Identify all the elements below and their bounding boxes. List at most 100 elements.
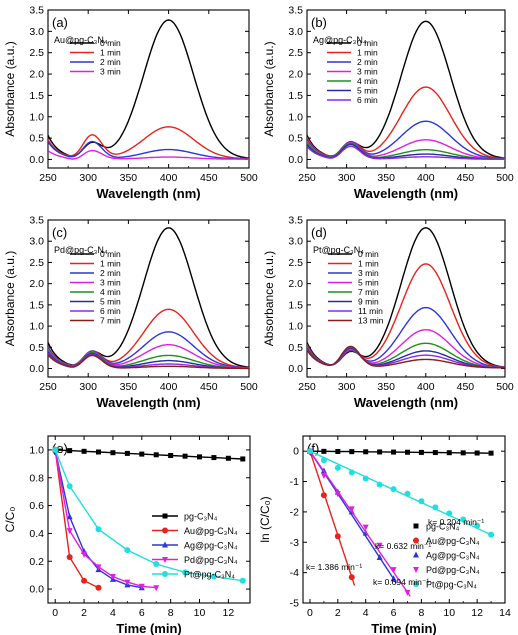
- legend-entry: 1 min: [100, 48, 121, 58]
- data-point: [413, 523, 419, 529]
- legend-entry: 2 min: [357, 57, 378, 67]
- x-axis-label: Time (min): [116, 621, 182, 635]
- data-point: [446, 510, 453, 517]
- x-tick-label: 350: [377, 381, 395, 393]
- x-tick-label: 500: [496, 172, 514, 184]
- data-point: [320, 457, 327, 464]
- data-point: [321, 448, 327, 454]
- legend-entry: 0 min: [358, 249, 379, 259]
- data-point: [432, 504, 439, 511]
- data-point: [96, 449, 101, 455]
- y-tick-label: 0.2: [29, 556, 44, 568]
- data-point: [432, 450, 438, 456]
- legend-entry: 4 min: [357, 76, 378, 86]
- y-tick-label: 2.0: [288, 278, 303, 290]
- data-point: [306, 448, 313, 455]
- y-tick-label: 1.5: [29, 299, 44, 311]
- plot-frame: [302, 435, 506, 604]
- y-tick-label: 2.5: [29, 257, 44, 269]
- legend-entry: Ag@pg-C₃N₄: [426, 551, 480, 561]
- sample-label: Pt@pg-C₃N₄: [313, 245, 364, 255]
- x-tick-label: 300: [79, 381, 97, 393]
- series-line: [48, 149, 249, 160]
- sample-label: Pd@pg-C₃N₄: [54, 245, 108, 255]
- data-point: [153, 561, 160, 568]
- data-point: [390, 486, 397, 493]
- x-axis-label: Wavelength (nm): [354, 186, 458, 201]
- y-tick-label: 1.5: [288, 299, 303, 311]
- x-tick-label: 400: [160, 172, 178, 184]
- legend-entry: 1 min: [357, 48, 378, 58]
- y-tick-label: 0.0: [288, 154, 303, 166]
- plot-frame: [47, 9, 250, 169]
- data-point: [182, 453, 188, 459]
- x-tick-label: 4: [110, 607, 116, 619]
- x-tick-label: 2: [335, 607, 341, 619]
- data-point: [110, 450, 116, 456]
- data-point: [348, 469, 355, 476]
- y-tick-label: 1.0: [29, 444, 44, 456]
- legend-entry: 0 min: [100, 249, 121, 259]
- plot-area: [307, 20, 505, 160]
- data-point: [182, 569, 189, 576]
- legend-entry: 2 min: [100, 268, 121, 278]
- x-tick-label: 6: [391, 607, 397, 619]
- data-point: [348, 574, 355, 581]
- panel-label: (b): [311, 15, 327, 30]
- data-point: [391, 449, 397, 455]
- rate-constant-annotation: k= 0.204 min⁻¹: [428, 517, 484, 527]
- series-line: [54, 449, 99, 589]
- y-tick-label: 3.5: [29, 5, 44, 17]
- panel-label: (d): [311, 225, 327, 240]
- y-tick-label: 2.0: [29, 278, 44, 290]
- data-point: [362, 475, 369, 482]
- data-point: [109, 574, 116, 581]
- data-point: [363, 449, 369, 455]
- data-point: [66, 513, 73, 520]
- y-tick-label: 3.5: [29, 215, 44, 227]
- x-tick-label: 12: [223, 607, 235, 619]
- y-tick-label: 3.0: [288, 26, 303, 38]
- data-point: [239, 577, 246, 584]
- y-tick-label: 1.0: [29, 321, 44, 333]
- series-line: [307, 263, 505, 368]
- data-point: [81, 577, 88, 584]
- legend-entry: 13 min: [358, 316, 384, 326]
- legend-entry: Pt@pg-C₃N₄: [184, 570, 235, 580]
- chart-panel: 250 300 350 400 450 500 0.0 0.5 1.0 1.5 2.0 2.5 3.0 3…: [262, 215, 514, 411]
- series-line: [48, 140, 249, 160]
- legend-entry: 3 min: [358, 268, 379, 278]
- y-tick-label: 2.0: [288, 69, 303, 81]
- x-axis-label: Time (min): [371, 621, 437, 635]
- data-point: [67, 448, 73, 454]
- legend-entry: 7 min: [100, 316, 121, 326]
- data-point: [377, 449, 383, 455]
- data-point: [390, 567, 397, 574]
- legend-entry: Ag@pg-C₃N₄: [184, 541, 238, 551]
- series-line: [48, 126, 249, 160]
- x-tick-label: 10: [443, 607, 455, 619]
- plot-frame: [47, 219, 250, 378]
- data-point: [138, 583, 145, 590]
- data-point: [460, 516, 467, 523]
- x-tick-label: 500: [240, 381, 258, 393]
- data-point: [418, 449, 424, 455]
- panel-label: (c): [52, 225, 67, 240]
- y-tick-label: 0.6: [29, 500, 44, 512]
- y-tick-label: -1: [290, 476, 299, 488]
- y-axis-label: Absorbance (a.u.): [262, 251, 276, 346]
- data-point: [413, 551, 419, 558]
- x-tick-label: 350: [120, 381, 138, 393]
- data-point: [162, 571, 168, 577]
- y-tick-label: 3.5: [288, 215, 303, 227]
- legend-entry: pg-C₃N₄: [426, 522, 460, 532]
- y-tick-label: 0.0: [29, 584, 44, 596]
- x-tick-label: 500: [240, 172, 258, 184]
- data-point: [81, 551, 88, 558]
- data-point: [210, 573, 217, 580]
- data-point: [197, 454, 202, 460]
- legend-entry: 3 min: [100, 67, 121, 77]
- x-tick-label: 12: [471, 607, 483, 619]
- x-tick-label: 450: [457, 381, 475, 393]
- plot-area: [52, 446, 246, 592]
